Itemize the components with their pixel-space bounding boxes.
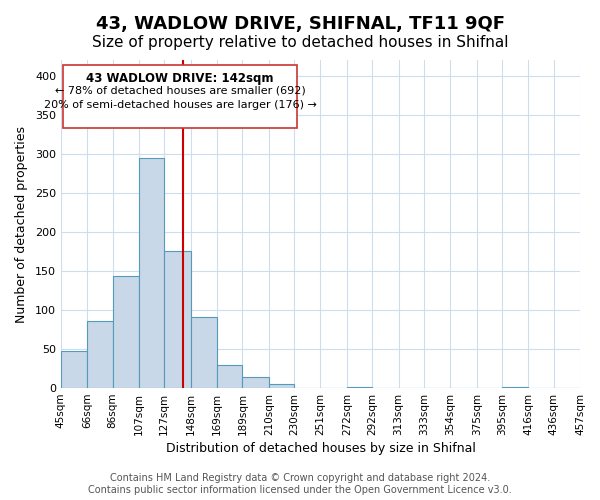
Bar <box>347 386 372 388</box>
Text: Size of property relative to detached houses in Shifnal: Size of property relative to detached ho… <box>92 35 508 50</box>
X-axis label: Distribution of detached houses by size in Shifnal: Distribution of detached houses by size … <box>166 442 475 455</box>
Text: 43, WADLOW DRIVE, SHIFNAL, TF11 9QF: 43, WADLOW DRIVE, SHIFNAL, TF11 9QF <box>95 15 505 33</box>
Text: Contains HM Land Registry data © Crown copyright and database right 2024.
Contai: Contains HM Land Registry data © Crown c… <box>88 474 512 495</box>
Bar <box>217 364 242 388</box>
Bar <box>88 321 113 388</box>
Bar <box>242 377 269 388</box>
Bar <box>191 317 217 388</box>
Bar <box>61 352 88 388</box>
Text: ← 78% of detached houses are smaller (692): ← 78% of detached houses are smaller (69… <box>55 86 305 96</box>
FancyBboxPatch shape <box>64 66 296 128</box>
Text: 43 WADLOW DRIVE: 142sqm: 43 WADLOW DRIVE: 142sqm <box>86 72 274 85</box>
Bar <box>269 384 294 388</box>
Y-axis label: Number of detached properties: Number of detached properties <box>15 126 28 322</box>
Bar <box>164 252 191 388</box>
Bar <box>113 276 139 388</box>
Bar <box>502 386 529 388</box>
Text: 20% of semi-detached houses are larger (176) →: 20% of semi-detached houses are larger (… <box>44 100 316 110</box>
Bar <box>139 158 164 388</box>
